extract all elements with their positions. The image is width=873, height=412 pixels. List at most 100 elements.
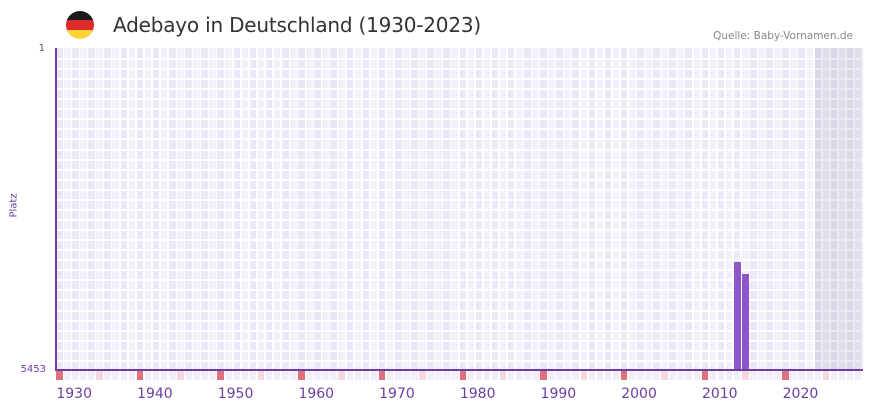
year-marker — [152, 371, 160, 380]
y-axis-line — [55, 48, 57, 371]
grid-row-line — [56, 269, 863, 272]
year-marker — [830, 371, 838, 380]
grid-row-line — [56, 98, 863, 101]
grid-row-line — [56, 58, 863, 60]
year-marker — [185, 371, 192, 380]
grid-row-line — [56, 299, 863, 302]
year-marker — [669, 371, 676, 380]
year-marker — [838, 371, 846, 380]
year-marker — [330, 371, 337, 380]
year-marker — [403, 371, 410, 380]
grid-row-line — [56, 349, 863, 352]
year-marker — [411, 371, 418, 380]
grid-row-line — [56, 239, 863, 242]
year-marker — [524, 371, 531, 380]
year-marker — [112, 371, 120, 380]
bar-2012[interactable] — [733, 261, 741, 370]
year-marker — [273, 371, 281, 380]
incomplete-data-region — [814, 48, 863, 370]
year-marker — [290, 371, 297, 380]
year-marker — [766, 371, 773, 380]
year-marker — [467, 371, 475, 380]
year-marker — [120, 371, 128, 380]
year-marker — [451, 371, 458, 380]
year-marker — [507, 371, 515, 380]
year-marker — [80, 371, 87, 380]
year-marker — [298, 371, 305, 380]
grid-row-line — [56, 259, 863, 262]
grid-row-line — [56, 319, 863, 322]
year-marker — [378, 371, 386, 380]
year-marker — [104, 371, 111, 380]
year-marker — [806, 371, 814, 380]
grid-row-line — [56, 279, 863, 282]
year-marker — [475, 371, 483, 380]
year-marker — [72, 371, 79, 380]
year-marker — [725, 371, 733, 380]
year-marker — [128, 371, 136, 380]
grid-row-line — [56, 138, 863, 141]
year-marker — [386, 371, 394, 380]
year-marker — [443, 371, 450, 380]
year-marker — [701, 371, 709, 380]
year-marker — [265, 371, 273, 380]
x-tick-label: 1980 — [459, 386, 496, 402]
year-marker — [354, 371, 362, 380]
year-marker — [209, 371, 216, 380]
grid-row-line — [56, 148, 863, 151]
germany-flag-icon — [66, 11, 94, 39]
x-axis-line — [55, 369, 863, 371]
year-marker — [596, 371, 604, 380]
source-label: Quelle: Baby-Vornamen.de — [713, 30, 853, 42]
year-marker — [217, 371, 224, 380]
year-marker — [798, 371, 805, 380]
year-marker — [370, 371, 378, 380]
grid-row-line — [56, 88, 863, 91]
year-marker — [741, 371, 749, 380]
year-marker — [64, 371, 71, 380]
grid-row-line — [56, 289, 863, 292]
year-marker — [394, 371, 402, 380]
year-marker — [241, 371, 249, 380]
year-marker — [572, 371, 580, 380]
grid-row-line — [56, 208, 863, 211]
year-marker — [322, 371, 329, 380]
year-marker — [758, 371, 765, 380]
x-tick-label: 1960 — [298, 386, 335, 402]
grid-row-line — [56, 168, 863, 171]
grid-row-line — [56, 359, 863, 362]
year-marker — [685, 371, 693, 380]
y-tick-bottom: 5453 — [20, 364, 46, 375]
year-marker — [160, 371, 168, 380]
year-markers — [56, 371, 863, 380]
year-marker — [483, 371, 491, 380]
year-marker — [499, 371, 507, 380]
x-tick-label: 2000 — [621, 386, 657, 402]
grid-row-line — [56, 249, 863, 252]
plot-area — [56, 48, 863, 372]
year-marker — [645, 371, 652, 380]
year-marker — [782, 371, 789, 380]
grid-row-line — [56, 128, 863, 131]
year-marker — [628, 371, 636, 380]
year-marker — [564, 371, 571, 380]
year-marker — [257, 371, 265, 380]
grid-row-line — [56, 188, 863, 191]
year-marker — [556, 371, 563, 380]
grid-row-line — [56, 108, 863, 111]
grid-row-line — [56, 68, 863, 71]
grid-row-line — [56, 309, 863, 312]
year-marker — [168, 371, 176, 380]
year-marker — [88, 371, 95, 380]
year-marker — [177, 371, 184, 380]
year-marker — [822, 371, 830, 380]
year-marker — [548, 371, 555, 380]
bar-2013[interactable] — [741, 274, 749, 370]
year-marker — [588, 371, 596, 380]
year-marker — [233, 371, 241, 380]
year-marker — [419, 371, 426, 380]
year-marker — [201, 371, 208, 380]
year-marker — [56, 371, 63, 380]
year-marker — [435, 371, 442, 380]
x-tick-label: 2020 — [782, 386, 819, 402]
